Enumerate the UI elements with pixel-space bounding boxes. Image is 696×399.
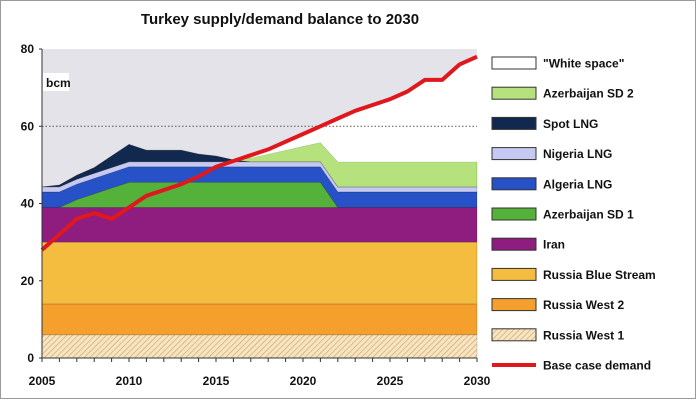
- legend-label-azerbaijan-sd-2: Azerbaijan SD 2: [543, 87, 634, 101]
- legend-label-russia-west-1: Russia West 1: [543, 328, 624, 342]
- legend-label-russia-blue-stream: Russia Blue Stream: [543, 268, 656, 282]
- y-tick-label: 0: [27, 351, 34, 365]
- legend-swatch-russia-west-2: [491, 298, 537, 312]
- legend-label-russia-west-2: Russia West 2: [543, 298, 624, 312]
- legend-swatch-iran: [491, 237, 537, 251]
- legend-swatch-russia-blue-stream: [491, 267, 537, 281]
- x-tick-label: 2010: [116, 374, 143, 388]
- x-tick-label: 2025: [377, 374, 404, 388]
- y-tick-label: 60: [21, 119, 35, 133]
- legend-swatch-algeria-lng: [491, 177, 537, 191]
- x-tick-label: 2020: [290, 374, 317, 388]
- legend-swatch-russia-west-1: [491, 328, 537, 342]
- legend-swatch-azerbaijan-sd-1: [491, 207, 537, 221]
- y-tick-label: 80: [21, 42, 35, 56]
- area-white-space-upper: [320, 56, 477, 162]
- legend-label-base-case-demand: Base case demand: [543, 359, 651, 373]
- legend-swatch-nigeria-lng: [491, 147, 537, 161]
- legend-label-white-space: "White space": [543, 57, 624, 71]
- chart-title: Turkey supply/demand balance to 2030: [140, 11, 420, 28]
- legend-swatch-white-space: [491, 56, 537, 70]
- y-tick-label: 20: [21, 274, 35, 288]
- area-azerbaijan-sd-2: [41, 142, 478, 188]
- legend-label-spot-lng: Spot LNG: [543, 117, 598, 131]
- legend-swatch-spot-lng: [491, 116, 537, 130]
- area-russia-west-1: [41, 334, 478, 359]
- area-russia-blue-stream: [41, 241, 478, 305]
- legend-label-nigeria-lng: Nigeria LNG: [543, 147, 612, 161]
- area-iran: [41, 207, 478, 243]
- legend-swatch-azerbaijan-sd-2: [491, 86, 537, 100]
- y-axis-label: bcm: [46, 76, 71, 90]
- legend-label-algeria-lng: Algeria LNG: [543, 177, 612, 191]
- x-tick-label: 2005: [29, 374, 56, 388]
- x-tick-label: 2015: [203, 374, 230, 388]
- area-russia-west-2: [41, 303, 478, 336]
- line-base-case-demand: [40, 54, 478, 252]
- ylabel-box: [43, 73, 69, 91]
- y-tick-label: 40: [21, 197, 35, 211]
- legend-label-azerbaijan-sd-1: Azerbaijan SD 1: [543, 208, 634, 222]
- x-tick-label: 2030: [464, 374, 491, 388]
- area-spot-lng: [41, 144, 477, 188]
- legend-label-iran: Iran: [543, 238, 565, 252]
